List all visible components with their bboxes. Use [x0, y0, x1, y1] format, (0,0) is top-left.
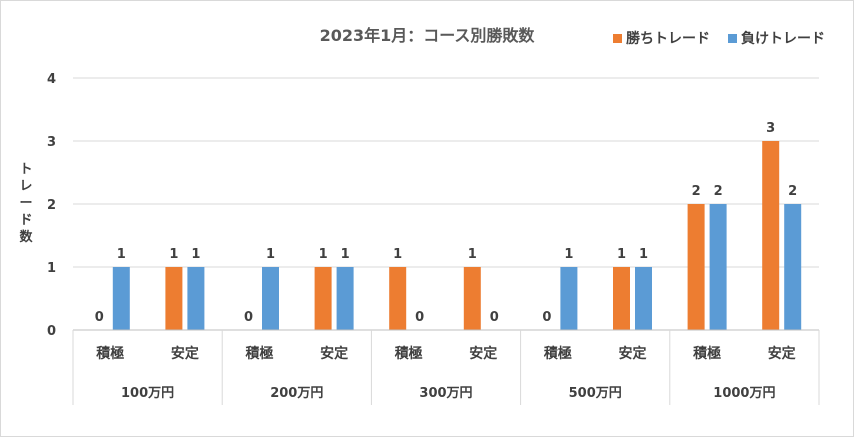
data-label: 1	[169, 247, 178, 262]
data-label: 0	[542, 310, 551, 325]
category-label: 積極	[394, 345, 423, 362]
data-label: 1	[191, 247, 200, 262]
legend-label-win: 勝ちトレード	[626, 30, 710, 47]
category-label: 積極	[692, 345, 721, 362]
x-axis: 積極 安定 100万円 積極 安定 200万円 積極 安定 300万円 積極 安定 500万円 積極 安定…	[72, 329, 820, 405]
category-label: 安定	[320, 345, 348, 362]
category-label: 安定	[619, 345, 647, 362]
bar	[262, 267, 279, 330]
bar	[463, 267, 481, 330]
bar	[784, 204, 802, 330]
y-axis-title-char: 数	[19, 229, 33, 245]
bar	[635, 267, 652, 330]
bar	[560, 267, 578, 330]
category-label: 積極	[95, 345, 124, 362]
bar	[709, 204, 727, 330]
category-label: 積極	[543, 345, 572, 362]
bar	[762, 141, 780, 330]
data-label: 1	[341, 247, 350, 262]
data-label: 0	[490, 310, 499, 325]
bar	[165, 267, 183, 330]
chart-title: 2023年1月：コース別勝敗数	[320, 26, 536, 45]
bar	[687, 204, 705, 330]
data-label: 3	[766, 121, 775, 136]
y-axis-title-char: レ	[19, 179, 32, 194]
y-axis-title: ト レ ー ド 数	[19, 162, 33, 245]
data-label: 1	[639, 247, 648, 262]
group-label: 300万円	[419, 386, 472, 401]
legend: 勝ちトレード 負けトレード	[613, 30, 825, 47]
bar	[613, 267, 630, 330]
y-axis-title-char: ド	[19, 213, 32, 228]
data-label: 1	[266, 247, 275, 262]
data-label: 2	[714, 184, 723, 199]
category-label: 安定	[171, 345, 199, 362]
bars	[112, 141, 802, 330]
data-label: 2	[692, 184, 701, 199]
y-axis-title-char: ト	[19, 162, 32, 177]
group-label: 500万円	[569, 386, 622, 401]
data-label: 1	[393, 247, 402, 262]
group-label: 100万円	[121, 386, 174, 401]
data-label: 1	[468, 247, 477, 262]
data-label: 0	[415, 310, 424, 325]
y-tick-label: 3	[47, 135, 56, 150]
y-axis-title-char: ー	[19, 196, 32, 211]
y-tick-label: 1	[47, 261, 56, 276]
data-label: 0	[244, 310, 253, 325]
group-label: 1000万円	[713, 386, 775, 401]
data-label: 1	[117, 247, 126, 262]
bar	[112, 267, 130, 330]
data-label: 1	[564, 247, 573, 262]
data-label: 2	[788, 184, 797, 199]
legend-swatch-loss	[728, 34, 737, 43]
bar	[314, 267, 332, 330]
y-tick-label: 0	[47, 324, 56, 339]
data-label: 1	[617, 247, 626, 262]
data-label: 1	[319, 247, 328, 262]
gridlines	[73, 77, 819, 268]
y-tick-label: 4	[47, 72, 56, 87]
category-label: 安定	[768, 345, 796, 362]
category-label: 安定	[469, 345, 497, 362]
legend-swatch-win	[613, 34, 622, 43]
category-label: 積極	[245, 345, 274, 362]
bar	[187, 267, 205, 330]
y-tick-label: 2	[47, 198, 56, 213]
legend-label-loss: 負けトレード	[741, 30, 825, 47]
group-label: 200万円	[270, 386, 323, 401]
y-tick-labels: 0 1 2 3 4	[47, 72, 56, 339]
bar	[389, 267, 407, 330]
data-label: 0	[95, 310, 104, 325]
bar	[336, 267, 354, 330]
